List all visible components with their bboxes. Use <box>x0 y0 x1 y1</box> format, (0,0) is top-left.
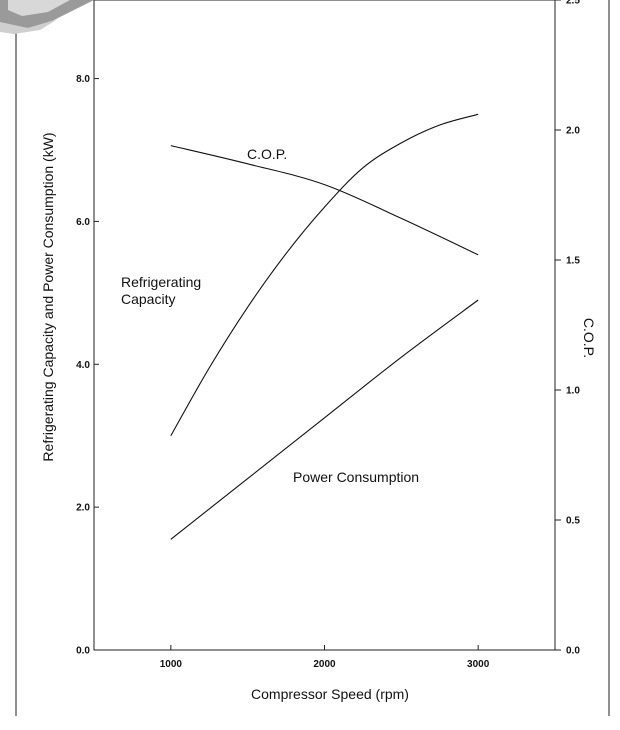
y2-tick-label: 1.0 <box>566 386 580 397</box>
x-tick-label: 2000 <box>313 659 336 670</box>
y2-axis-title: C.O.P. <box>581 318 597 358</box>
right-axis: 0.0 0.5 1.0 1.5 2.0 2.5 <box>555 0 580 657</box>
refrigerating-capacity-label-line2: Capacity <box>121 291 175 307</box>
compressor-photo-fragment <box>0 0 94 34</box>
x-axis-title: Compressor Speed (rpm) <box>251 686 409 702</box>
bottom-axis: 1000 2000 3000 <box>160 645 490 670</box>
y-tick-label: 6.0 <box>76 217 90 228</box>
y-tick-label: 2.0 <box>76 503 90 514</box>
left-axis: 0.0 2.0 4.0 6.0 8.0 <box>76 74 99 657</box>
y2-tick-label: 0.0 <box>566 646 580 657</box>
y-tick-label: 0.0 <box>76 646 90 657</box>
series-curves <box>170 113 479 540</box>
y-tick-label: 4.0 <box>76 360 90 371</box>
series-line-refrigerating-capacity <box>170 113 479 436</box>
cop-curve-label: C.O.P. <box>247 146 287 162</box>
refrigerating-capacity-label-line1: Refrigerating <box>121 274 201 290</box>
x-tick-label: 1000 <box>160 659 183 670</box>
y-tick-label: 8.0 <box>76 74 90 85</box>
power-consumption-label: Power Consumption <box>293 469 419 485</box>
plot-area-frame <box>93 0 556 651</box>
series-line-c-o-p <box>170 145 479 256</box>
y2-tick-label: 1.5 <box>566 256 580 267</box>
y2-tick-label: 2.5 <box>566 0 580 7</box>
y2-tick-label: 2.0 <box>566 126 580 137</box>
series-line-power-consumption <box>170 299 479 540</box>
y2-tick-label: 0.5 <box>566 516 580 527</box>
x-tick-label: 3000 <box>467 659 490 670</box>
y-axis-title: Refrigerating Capacity and Power Consump… <box>40 132 56 461</box>
